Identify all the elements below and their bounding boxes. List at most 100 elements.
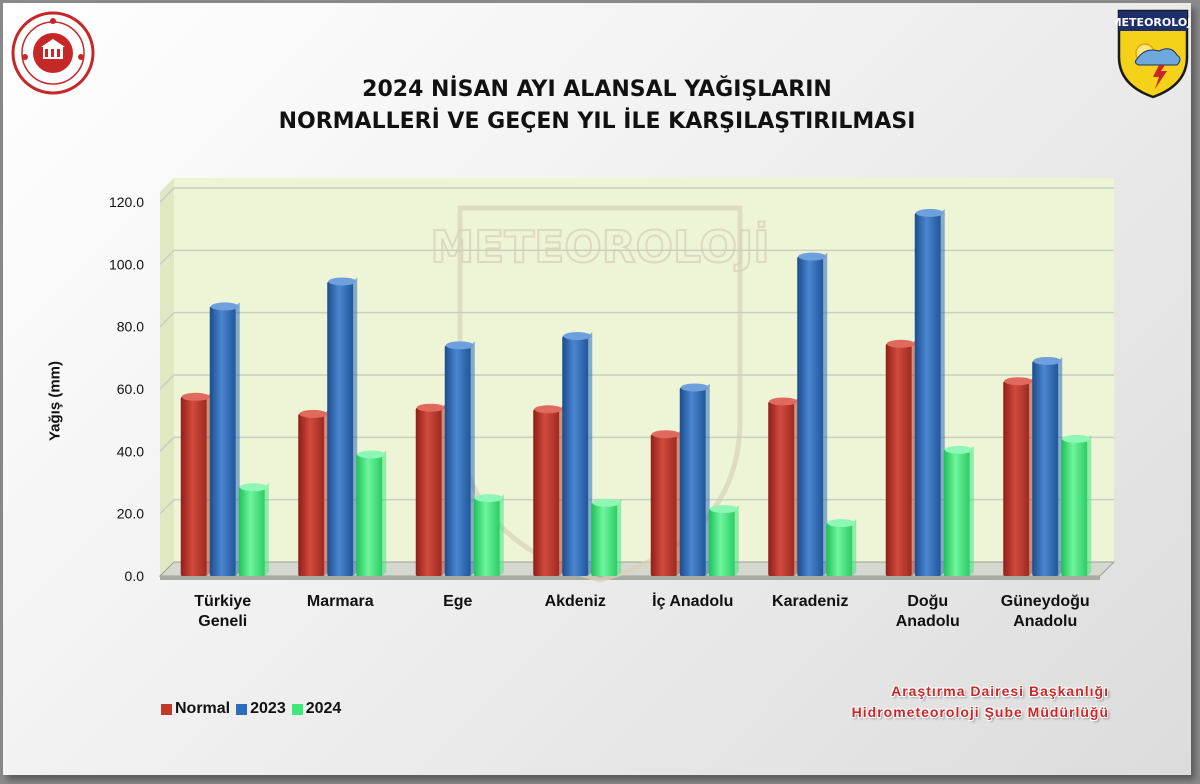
- bar-2023: [1032, 356, 1063, 576]
- bar-2024-side: [382, 450, 387, 576]
- bar-2024: [826, 519, 857, 576]
- bar-2024-face: [238, 487, 265, 576]
- bar-2023-top: [680, 383, 709, 392]
- bar-normal-top: [416, 403, 445, 412]
- y-tick-label: 0.0: [125, 568, 145, 584]
- bar-2023-top: [915, 208, 944, 217]
- gridline-side: [159, 436, 175, 452]
- bar-2024-face: [708, 508, 735, 576]
- bar-normal: [415, 403, 446, 576]
- x-category-label: Güneydoğu Anadolu: [1001, 593, 1090, 630]
- chart-title-line-2: NORMALLERİ VE GEÇEN YIL İLE KARŞILAŞTIRI…: [278, 109, 916, 134]
- x-category-label-line: Marmara: [307, 593, 374, 610]
- bar-normal-face: [885, 343, 912, 576]
- bar-normal-face: [533, 409, 560, 576]
- gridline-side: [159, 374, 175, 390]
- bar-normal-top: [769, 397, 798, 406]
- legend-label-2023: 2023: [250, 700, 286, 717]
- bar-2023-top: [210, 302, 239, 311]
- watermark: METEOROLOJİ: [429, 205, 771, 583]
- bar-normal-face: [768, 401, 795, 576]
- legend: Normal 2023 2024: [161, 699, 341, 719]
- legend-swatch-2024: [291, 703, 303, 715]
- bar-2024: [473, 494, 504, 576]
- bar-2024: [238, 483, 269, 576]
- bar-normal-face: [1003, 381, 1030, 576]
- x-category-label-line: Güneydoğu: [1001, 593, 1090, 610]
- bar-2023: [209, 302, 240, 576]
- credits: Araştırma Dairesi Başkanlığı Hidrometeor…: [852, 681, 1109, 723]
- gridline-side: [159, 187, 175, 203]
- bar-2024-side: [734, 504, 739, 576]
- bar-normal: [298, 409, 329, 576]
- bar-2023-side: [823, 252, 828, 576]
- bar-2023-face: [679, 387, 706, 576]
- x-category-label-line: İç Anadolu: [652, 592, 733, 610]
- bar-2024-top: [1062, 434, 1091, 443]
- bar-2024: [943, 445, 974, 576]
- credits-line-2: Hidrometeoroloji Şube Müdürlüğü: [851, 704, 1109, 720]
- y-tick-label: 40.0: [117, 443, 144, 459]
- legend-item-normal: Normal: [161, 700, 230, 718]
- bar-normal-top: [299, 409, 328, 418]
- bar-2023-face: [444, 345, 471, 576]
- y-tick-labels: 0.0 20.0 40.0 60.0 80.0 100.0 120.0: [109, 194, 144, 584]
- bar-2024: [708, 504, 739, 576]
- bar-2023: [797, 252, 828, 576]
- y-tick-label: 80.0: [117, 319, 144, 335]
- bar-2024: [1061, 434, 1092, 576]
- bar-2024-side: [499, 494, 504, 576]
- gridline-side: [159, 312, 175, 328]
- y-tick-label: 60.0: [117, 381, 144, 397]
- x-category-label-line: Anadolu: [896, 613, 960, 630]
- x-category-label: Türkiye Geneli: [194, 593, 251, 630]
- bar-normal-top: [651, 430, 680, 439]
- bar-normal-face: [298, 413, 325, 576]
- bar-2024: [356, 450, 387, 576]
- bar-2024-side: [969, 445, 974, 576]
- legend-item-2023: 2023: [236, 700, 286, 718]
- bar-2024-face: [473, 498, 500, 576]
- legend-label-normal: Normal: [175, 700, 231, 717]
- bar-2023-face: [562, 336, 589, 576]
- x-category-label: Akdeniz: [545, 593, 606, 610]
- bar-2024-top: [709, 504, 738, 513]
- bar-2023: [679, 383, 710, 576]
- bar-2023-face: [327, 281, 354, 576]
- plot-floor-edge: [160, 576, 1100, 580]
- bar-normal: [885, 339, 916, 576]
- bar-2024-side: [1087, 434, 1092, 576]
- bar-2024-side: [264, 483, 269, 576]
- y-tick-label: 120.0: [109, 194, 144, 210]
- bar-2024: [591, 498, 622, 576]
- bar-normal: [180, 392, 211, 576]
- bar-2023-top: [328, 277, 357, 286]
- bar-normal-top: [886, 339, 915, 348]
- bar-2023: [562, 332, 593, 576]
- bar-2023-face: [914, 212, 941, 577]
- x-category-label-line: Geneli: [198, 613, 247, 630]
- gridline-side: [159, 499, 175, 515]
- credits-line-1: Araştırma Dairesi Başkanlığı: [891, 683, 1109, 699]
- x-category-label-line: Türkiye: [194, 593, 251, 610]
- bars: [180, 208, 1092, 577]
- bar-2024-face: [943, 449, 970, 576]
- x-category-label: İç Anadolu: [652, 592, 733, 610]
- bar-2024-face: [826, 523, 853, 576]
- x-category-label-line: Akdeniz: [545, 593, 606, 610]
- bar-2023-top: [1033, 356, 1062, 365]
- bar-normal-top: [181, 392, 210, 401]
- bar-2023-face: [1032, 360, 1059, 576]
- bar-2023-top: [563, 332, 592, 341]
- bar-2024-top: [239, 483, 268, 492]
- government-seal-icon: [11, 11, 95, 95]
- gridline-side: [159, 249, 175, 265]
- bar-normal-top: [534, 405, 563, 414]
- bar-2024-side: [852, 519, 857, 576]
- legend-swatch-normal: [161, 703, 172, 715]
- bar-2023-top: [445, 341, 474, 350]
- legend-swatch-2023: [236, 703, 248, 715]
- bar-normal-face: [650, 434, 677, 576]
- plot-back-wall: [174, 178, 1114, 562]
